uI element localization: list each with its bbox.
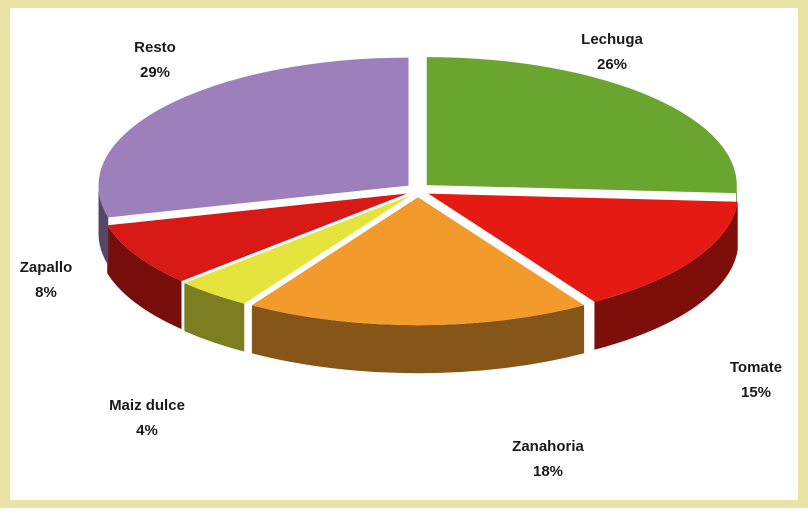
pie-walls: [98, 185, 738, 374]
slice-label: Zapallo: [20, 259, 73, 276]
slice-value-label: 26%: [597, 56, 627, 73]
pie-tops: [98, 57, 738, 326]
slice-value-label: 15%: [741, 384, 771, 401]
pie-slice: [98, 57, 409, 218]
slice-label: Zanahoria: [512, 438, 584, 455]
pie-slice: [251, 197, 585, 326]
slice-label: Resto: [134, 39, 176, 56]
pie-slice-side: [594, 201, 738, 350]
slice-value-label: 29%: [140, 64, 170, 81]
pie-slice: [184, 195, 411, 304]
slice-value-label: 4%: [136, 422, 158, 439]
pie-slice-side: [98, 185, 109, 266]
slice-value-label: 18%: [533, 463, 563, 480]
pie-slice-side: [184, 283, 245, 352]
slice-label: Lechuga: [581, 31, 643, 48]
slice-label: Tomate: [730, 359, 782, 376]
pie-slice: [428, 193, 738, 302]
slice-label: Maiz dulce: [109, 397, 185, 414]
pie-slice-side: [251, 305, 585, 374]
pie-slice: [426, 57, 737, 194]
pie-slice: [107, 193, 408, 282]
slice-value-label: 8%: [35, 284, 57, 301]
pie-slice-side: [107, 225, 182, 330]
